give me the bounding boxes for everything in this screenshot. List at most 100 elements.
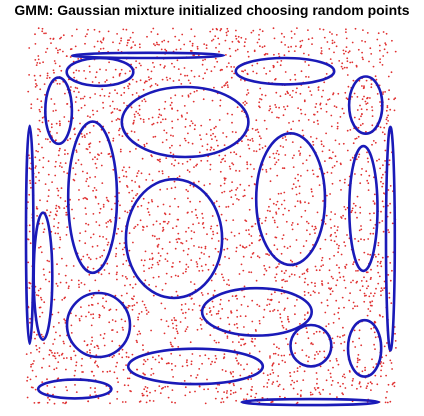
data-point	[211, 360, 214, 363]
data-point	[163, 39, 166, 42]
data-point	[99, 94, 102, 97]
data-point	[40, 296, 42, 299]
data-point	[65, 214, 68, 216]
data-point	[185, 188, 188, 191]
data-point	[320, 259, 323, 262]
data-point	[393, 381, 396, 384]
data-point	[121, 326, 124, 329]
data-point	[235, 37, 238, 40]
data-point	[164, 307, 167, 310]
data-point	[240, 79, 242, 81]
data-point	[251, 242, 253, 245]
data-point	[58, 322, 60, 324]
data-point	[370, 292, 372, 295]
data-point	[186, 364, 189, 367]
data-point	[158, 170, 161, 173]
data-point	[354, 138, 357, 140]
data-point	[242, 269, 245, 272]
data-point	[55, 122, 58, 125]
data-point	[246, 72, 249, 75]
data-point	[112, 139, 115, 142]
data-point	[268, 303, 271, 306]
data-point	[130, 106, 133, 109]
data-point	[307, 38, 310, 41]
data-point	[133, 304, 136, 306]
data-point	[282, 114, 285, 117]
data-point	[55, 109, 57, 112]
data-point	[296, 367, 299, 369]
data-point	[169, 205, 171, 208]
data-point	[310, 188, 313, 191]
data-point	[80, 258, 83, 261]
data-point	[325, 379, 328, 382]
data-point	[39, 306, 42, 309]
data-point	[230, 310, 232, 313]
data-point	[246, 363, 249, 366]
data-point	[217, 250, 220, 253]
data-point	[351, 379, 354, 382]
data-point	[248, 147, 251, 150]
data-point	[230, 372, 233, 375]
data-point	[55, 79, 57, 82]
data-point	[200, 251, 203, 254]
data-point	[376, 38, 379, 41]
data-point	[299, 200, 302, 203]
data-point	[139, 117, 142, 120]
data-point	[219, 99, 222, 102]
data-point	[333, 313, 336, 316]
data-point	[190, 259, 193, 261]
data-point	[314, 285, 316, 287]
data-point	[59, 196, 62, 199]
data-point	[367, 253, 369, 256]
data-point	[310, 94, 313, 96]
data-point	[358, 382, 361, 385]
gaussian-ellipse-6	[120, 85, 250, 159]
data-point	[212, 38, 215, 41]
data-point	[54, 165, 57, 168]
data-point	[74, 45, 77, 48]
data-point	[187, 132, 189, 135]
data-point	[209, 118, 211, 121]
data-point	[230, 389, 232, 392]
data-point	[330, 384, 333, 386]
data-point	[129, 36, 132, 39]
data-point	[107, 30, 110, 33]
data-point	[191, 122, 194, 125]
data-point	[84, 207, 87, 210]
data-point	[331, 182, 334, 185]
data-point	[304, 277, 307, 280]
data-point	[350, 211, 353, 214]
data-point	[269, 180, 272, 183]
data-point	[90, 236, 92, 239]
data-point	[184, 74, 186, 77]
data-point	[342, 275, 345, 278]
data-point	[356, 216, 358, 219]
data-point	[322, 89, 324, 92]
data-point	[37, 150, 39, 153]
data-point	[114, 68, 117, 71]
data-point	[39, 88, 42, 91]
data-point	[370, 276, 372, 279]
data-point	[48, 260, 50, 263]
data-point	[201, 212, 204, 215]
data-point	[108, 92, 111, 94]
data-point	[93, 45, 96, 48]
data-point	[80, 306, 82, 308]
data-point	[61, 352, 64, 355]
data-point	[138, 43, 141, 46]
data-point	[208, 255, 211, 258]
data-point	[368, 295, 371, 298]
data-point	[52, 343, 54, 345]
data-point	[196, 216, 199, 219]
data-point	[375, 255, 377, 258]
data-point	[283, 354, 286, 357]
data-point	[74, 101, 77, 103]
data-point	[75, 149, 78, 152]
data-point	[232, 163, 235, 166]
data-point	[275, 106, 277, 109]
data-point	[313, 113, 316, 116]
data-point	[151, 234, 154, 237]
data-point	[191, 142, 194, 145]
data-point	[156, 238, 158, 240]
data-point	[171, 62, 173, 65]
